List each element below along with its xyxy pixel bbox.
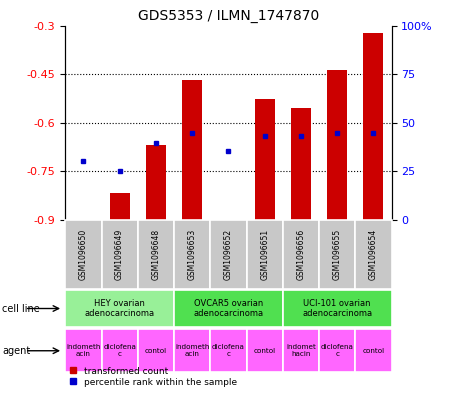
Bar [364, 33, 383, 220]
Bar [319, 329, 355, 373]
Text: cell line: cell line [2, 303, 40, 314]
Bar [73, 220, 93, 222]
Text: contol: contol [253, 348, 276, 354]
Text: diclofena
c: diclofena c [212, 344, 245, 357]
Bar [174, 329, 210, 373]
Bar [283, 220, 319, 289]
Text: diclofena
c: diclofena c [321, 344, 354, 357]
Text: agent: agent [2, 346, 31, 356]
Title: GDS5353 / ILMN_1747870: GDS5353 / ILMN_1747870 [138, 9, 319, 23]
Text: OVCAR5 ovarian
adenocarcinoma: OVCAR5 ovarian adenocarcinoma [194, 299, 263, 318]
Text: GSM1096651: GSM1096651 [260, 229, 269, 280]
Bar [355, 329, 392, 373]
Text: indometh
acin: indometh acin [175, 344, 209, 357]
Bar [255, 99, 274, 220]
Bar [327, 70, 347, 220]
Text: diclofena
c: diclofena c [103, 344, 136, 357]
Text: GSM1096655: GSM1096655 [333, 229, 342, 280]
Bar [319, 220, 355, 289]
Bar [65, 329, 102, 373]
Bar [291, 108, 311, 220]
Text: GSM1096652: GSM1096652 [224, 229, 233, 280]
Text: contol: contol [362, 348, 384, 354]
Text: GSM1096649: GSM1096649 [115, 229, 124, 280]
Bar [210, 220, 247, 289]
Text: UCI-101 ovarian
adenocarcinoma: UCI-101 ovarian adenocarcinoma [302, 299, 372, 318]
Bar [218, 220, 239, 222]
Bar [138, 220, 174, 289]
Bar [283, 290, 392, 327]
Text: contol: contol [145, 348, 167, 354]
Text: GSM1096648: GSM1096648 [151, 229, 160, 280]
Bar [110, 193, 130, 220]
Bar [102, 220, 138, 289]
Text: HEY ovarian
adenocarcinoma: HEY ovarian adenocarcinoma [85, 299, 155, 318]
Bar [247, 329, 283, 373]
Bar [174, 290, 283, 327]
Bar [283, 329, 319, 373]
Bar [102, 329, 138, 373]
Text: indomet
hacin: indomet hacin [286, 344, 316, 357]
Bar [182, 80, 202, 220]
Bar [210, 329, 247, 373]
Text: GSM1096654: GSM1096654 [369, 229, 378, 280]
Text: GSM1096650: GSM1096650 [79, 229, 88, 280]
Text: indometh
acin: indometh acin [66, 344, 100, 357]
Legend: transformed count, percentile rank within the sample: transformed count, percentile rank withi… [70, 367, 237, 387]
Bar [355, 220, 392, 289]
Bar [65, 290, 174, 327]
Bar [174, 220, 210, 289]
Bar [247, 220, 283, 289]
Bar [146, 145, 166, 220]
Bar [65, 220, 102, 289]
Text: GSM1096653: GSM1096653 [188, 229, 197, 280]
Bar [138, 329, 174, 373]
Text: GSM1096656: GSM1096656 [297, 229, 306, 280]
